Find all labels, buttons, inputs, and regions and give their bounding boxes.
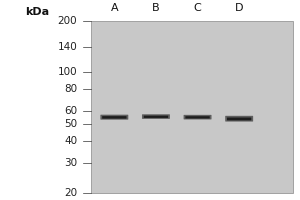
FancyBboxPatch shape <box>184 115 212 119</box>
Text: 200: 200 <box>58 16 77 26</box>
FancyBboxPatch shape <box>225 116 253 122</box>
FancyBboxPatch shape <box>102 116 127 119</box>
Text: 30: 30 <box>64 158 77 168</box>
Text: 80: 80 <box>64 84 77 94</box>
Text: D: D <box>235 3 243 13</box>
Text: 40: 40 <box>64 136 77 146</box>
FancyBboxPatch shape <box>100 115 128 120</box>
Text: 100: 100 <box>58 67 77 77</box>
Text: 140: 140 <box>57 42 77 52</box>
Text: B: B <box>152 3 160 13</box>
FancyBboxPatch shape <box>144 116 168 118</box>
Text: C: C <box>194 3 201 13</box>
Text: 60: 60 <box>64 106 77 116</box>
FancyBboxPatch shape <box>91 21 293 193</box>
Text: kDa: kDa <box>25 7 49 17</box>
FancyBboxPatch shape <box>185 116 210 118</box>
Text: 50: 50 <box>64 119 77 129</box>
Text: 20: 20 <box>64 188 77 198</box>
FancyBboxPatch shape <box>142 114 170 119</box>
FancyBboxPatch shape <box>227 118 251 120</box>
Text: A: A <box>110 3 118 13</box>
